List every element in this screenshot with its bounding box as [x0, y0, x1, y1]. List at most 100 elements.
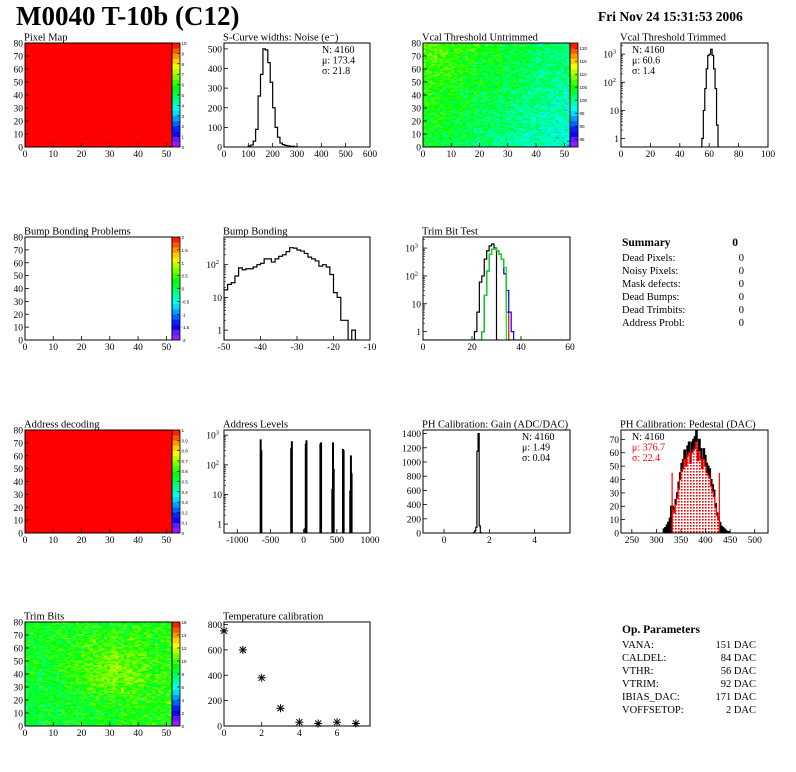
- heatmap-cell: [507, 53, 511, 55]
- heatmap-cell: [451, 95, 455, 97]
- heatmap-cell: [553, 46, 557, 49]
- heatmap-cell: [510, 87, 514, 89]
- heatmap-cell: [456, 93, 461, 96]
- op-parameter-label: VTHR:: [622, 666, 654, 677]
- heatmap-cell: [476, 59, 480, 62]
- heatmap-cell: [425, 46, 429, 49]
- heatmap-cell: [454, 49, 458, 52]
- heatmap-cell: [550, 144, 554, 146]
- heatmap-cell: [476, 79, 480, 81]
- heatmap-cell: [448, 128, 452, 131]
- heatmap-cell: [482, 72, 486, 75]
- heatmap-cell: [459, 54, 463, 57]
- heatmap-cell: [516, 91, 520, 93]
- heatmap-cell: [524, 74, 528, 76]
- heatmap-cell: [431, 71, 435, 74]
- heatmap-cell: [519, 136, 523, 139]
- heatmap-cell: [564, 46, 568, 49]
- op-parameter-label: VTRIM:: [622, 679, 659, 690]
- heatmap-cell: [541, 101, 545, 104]
- heatmap-cell: [541, 79, 545, 81]
- heatmap-cell: [536, 74, 540, 76]
- heatmap-cell: [488, 74, 492, 76]
- heatmap-cell: [507, 85, 511, 88]
- heatmap-cell: [558, 71, 562, 74]
- heatmap-cell: [493, 123, 497, 126]
- heatmap-cell: [533, 75, 537, 78]
- heatmap-cell: [507, 128, 511, 131]
- heatmap-cell: [504, 137, 509, 140]
- heatmap-cell: [536, 144, 540, 146]
- colorbar-band: [172, 522, 180, 529]
- heatmap-cell: [473, 119, 478, 122]
- heatmap-cell: [462, 84, 466, 87]
- heatmap-cell: [519, 102, 523, 105]
- heatmap-cell: [507, 84, 511, 87]
- heatmap-cell: [533, 70, 537, 72]
- heatmap-cell: [448, 70, 452, 72]
- heatmap-cell: [468, 87, 472, 89]
- heatmap-cell: [482, 49, 486, 52]
- heatmap-cell: [507, 119, 511, 122]
- heatmap-cell: [561, 104, 565, 106]
- heatmap-cell: [510, 46, 514, 49]
- heatmap-cell: [84, 724, 88, 726]
- heatmap-cell: [445, 61, 449, 63]
- x-tick-label: 500: [339, 150, 354, 160]
- stats-line: N: 4160: [322, 45, 355, 56]
- heatmap-cell: [75, 722, 80, 724]
- heatmap-cell: [459, 140, 463, 143]
- heatmap-cell: [459, 63, 463, 66]
- op-parameter-value: 171 DAC: [715, 692, 756, 703]
- heatmap-cell: [541, 124, 545, 127]
- heatmap-cell: [465, 108, 469, 110]
- heatmap-cell: [538, 105, 543, 107]
- heatmap-cell: [519, 117, 523, 119]
- heatmap-cell: [567, 84, 570, 87]
- heatmap-cell: [462, 145, 466, 147]
- heatmap-cell: [451, 145, 455, 147]
- heatmap-cell: [550, 95, 554, 97]
- heatmap-cell: [456, 70, 461, 72]
- heatmap-cell: [530, 105, 534, 107]
- heatmap-cell: [553, 69, 557, 71]
- heatmap-cell: [524, 56, 528, 58]
- heatmap-cell: [513, 101, 517, 104]
- heatmap-cell: [445, 111, 449, 114]
- heatmap-cell: [561, 139, 565, 141]
- heatmap-cell: [439, 95, 444, 97]
- heatmap-cell: [431, 126, 435, 128]
- heatmap-cell: [479, 67, 483, 70]
- heatmap-cell: [547, 105, 551, 107]
- heatmap-cell: [442, 49, 446, 52]
- heatmap-cell: [519, 58, 523, 61]
- heatmap-cell: [465, 144, 469, 146]
- heatmap-cell: [454, 65, 458, 67]
- x-tick-label: 300: [290, 150, 305, 160]
- heatmap-cell: [439, 80, 444, 83]
- heatmap-cell: [459, 66, 463, 68]
- heatmap-cell: [536, 141, 540, 144]
- heatmap-cell: [536, 102, 540, 105]
- heatmap-cell: [530, 141, 534, 144]
- heatmap-cell: [451, 131, 455, 133]
- heatmap-cell: [550, 113, 554, 115]
- heatmap-cell: [459, 78, 463, 80]
- heatmap-cell: [533, 135, 537, 137]
- heatmap-cell: [558, 59, 562, 62]
- heatmap-cell: [479, 91, 483, 93]
- heatmap-cell: [448, 78, 452, 80]
- heatmap-cell: [527, 128, 531, 131]
- heatmap-cell: [493, 124, 497, 127]
- heatmap-cell: [544, 137, 548, 140]
- heatmap-cell: [544, 123, 548, 126]
- heatmap-cell: [530, 72, 534, 75]
- heatmap-cell: [513, 140, 517, 143]
- colorbar-band: [172, 314, 180, 320]
- heatmap-cell: [456, 49, 461, 52]
- heatmap-cell: [530, 89, 534, 92]
- heatmap-cell: [524, 134, 528, 136]
- heatmap-cell: [465, 118, 469, 120]
- heatmap-cell: [451, 67, 455, 70]
- heatmap-cell: [471, 76, 475, 79]
